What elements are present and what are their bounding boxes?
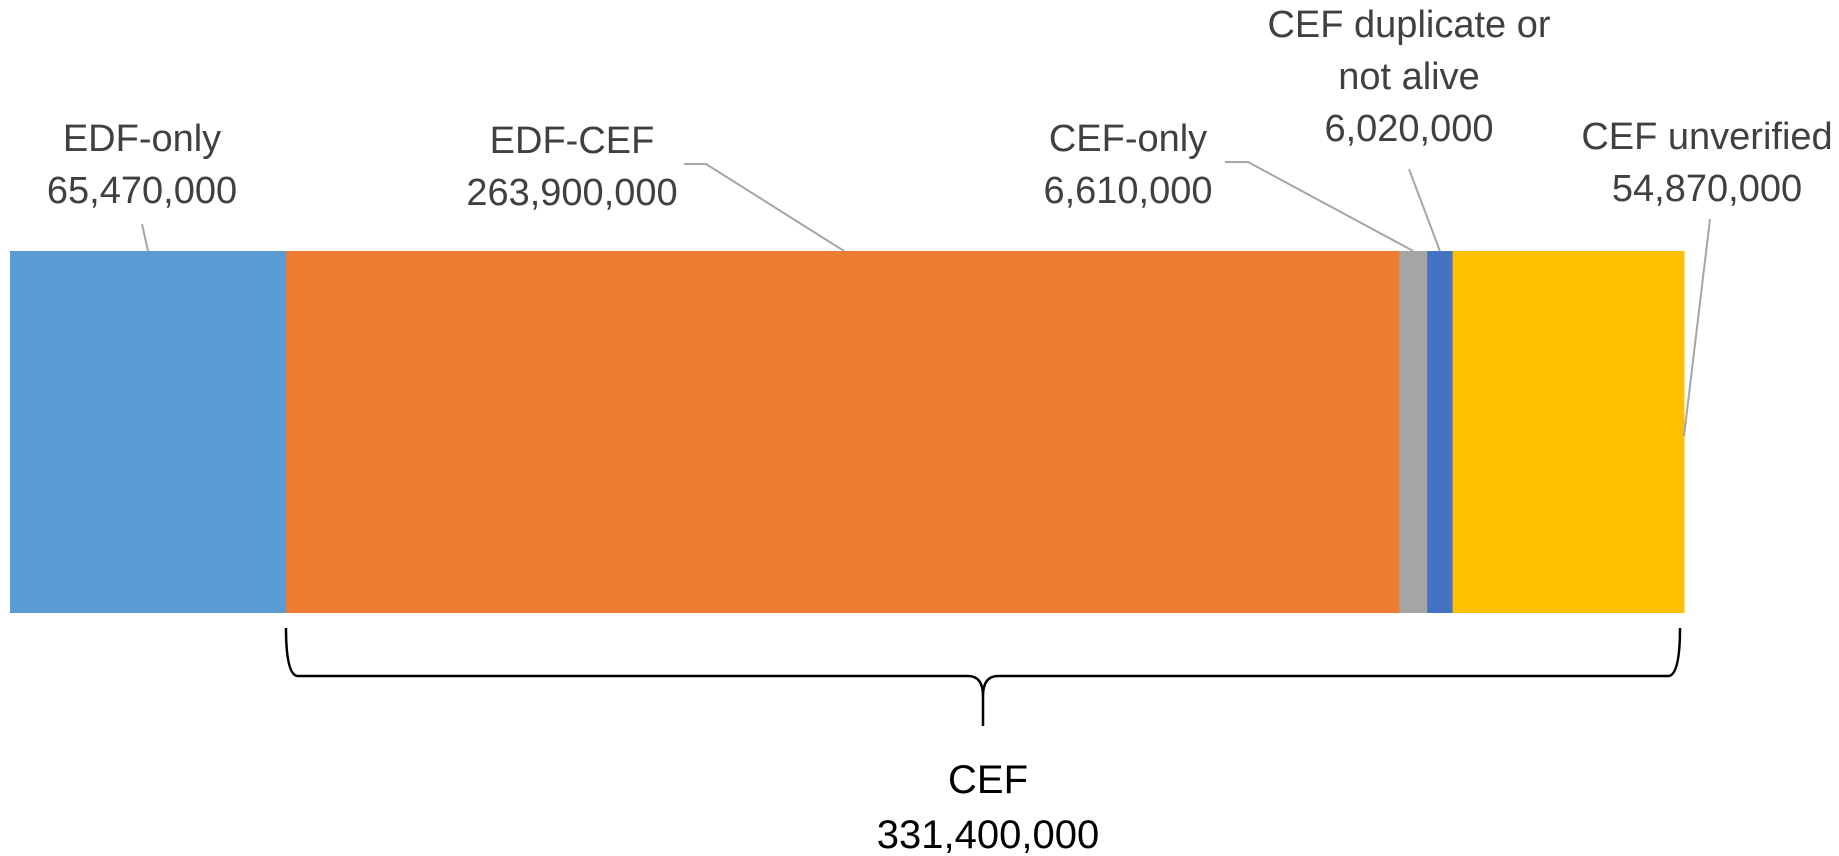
segment-label-cef-duplicate-line1: CEF duplicate or bbox=[1267, 4, 1550, 46]
bar-segment-edf-cef bbox=[286, 251, 1400, 613]
leader-line-cef-unverified bbox=[1683, 218, 1711, 437]
bracket-value: 331,400,000 bbox=[877, 813, 1099, 856]
leader-line-cef-only bbox=[1225, 161, 1414, 252]
bar-segment-cef-unverified bbox=[1452, 251, 1685, 613]
bar-segments bbox=[10, 251, 1685, 613]
leader-line-edf-cef bbox=[684, 163, 845, 252]
segment-label-edf-cef: EDF-CEF bbox=[490, 120, 655, 162]
bracket-label: CEF bbox=[948, 758, 1028, 802]
segment-label-cef-only: CEF-only bbox=[1049, 118, 1207, 160]
leader-line-edf-only bbox=[141, 223, 149, 252]
cef-bracket bbox=[284, 627, 1682, 726]
segment-label-edf-only: EDF-only bbox=[63, 118, 221, 160]
leader-line-cef-duplicate-or-not-alive bbox=[1408, 168, 1441, 252]
bar-segment-edf-only bbox=[10, 251, 287, 613]
segment-value-cef-only: 6,610,000 bbox=[1043, 170, 1212, 212]
bar-segment-cef-only bbox=[1399, 251, 1428, 613]
segment-label-cef-duplicate-line2: not alive bbox=[1338, 56, 1480, 98]
segment-value-edf-cef: 263,900,000 bbox=[466, 172, 677, 214]
segment-value-cef-duplicate: 6,020,000 bbox=[1324, 108, 1493, 150]
bar-segment-cef-duplicate-or-not-alive bbox=[1427, 251, 1454, 613]
segment-value-edf-only: 65,470,000 bbox=[47, 170, 237, 212]
leader-lines bbox=[141, 161, 1711, 437]
segment-label-cef-unverified: CEF unverified bbox=[1581, 116, 1832, 158]
segment-value-cef-unverified: 54,870,000 bbox=[1612, 168, 1802, 210]
